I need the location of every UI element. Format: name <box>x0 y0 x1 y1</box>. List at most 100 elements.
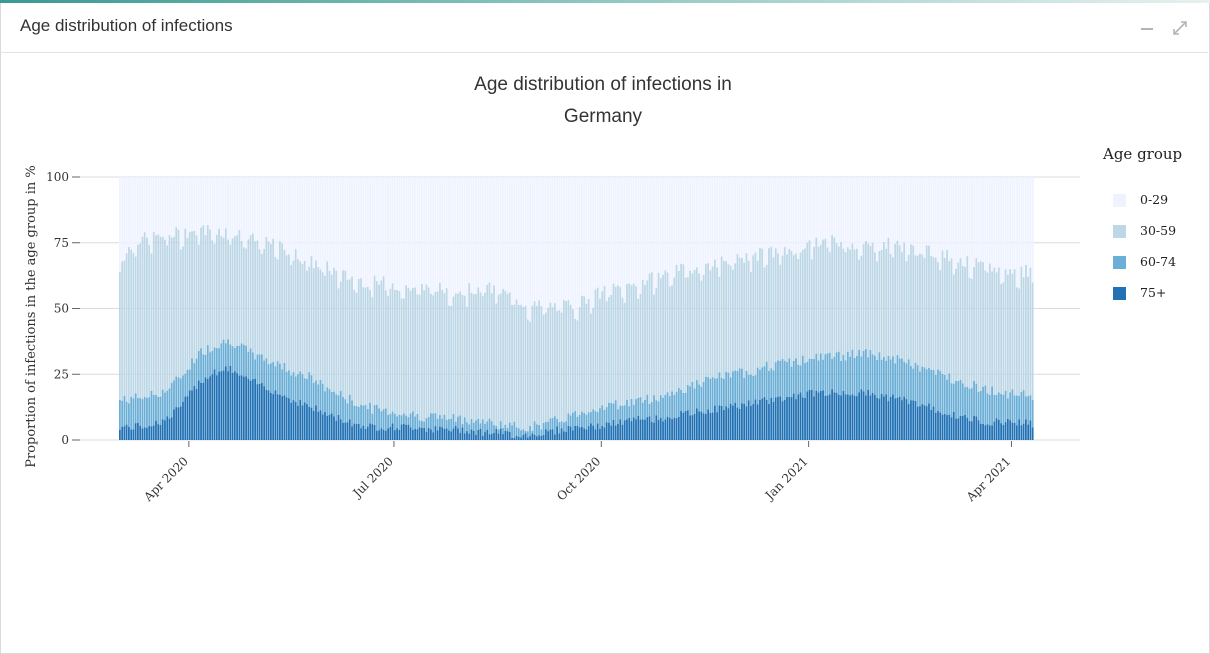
bar-segment-75+ <box>950 417 953 440</box>
bar-segment-30-59 <box>1013 269 1016 396</box>
bar-segment-60-74 <box>986 393 989 425</box>
bar-segment-0-29 <box>623 177 626 303</box>
bar-segment-60-74 <box>641 402 644 420</box>
bar-segment-75+ <box>675 418 678 440</box>
bar-segment-0-29 <box>910 177 912 245</box>
bar-segment-75+ <box>209 376 211 440</box>
minimize-button[interactable] <box>1138 19 1156 37</box>
bar-segment-30-59 <box>202 225 205 355</box>
bar-segment-0-29 <box>283 177 286 250</box>
bar-segment-30-59 <box>409 290 412 414</box>
bar-segment-30-59 <box>423 290 426 422</box>
bar-segment-60-74 <box>713 378 716 406</box>
bar-segment-30-59 <box>892 257 894 357</box>
bar-segment-30-59 <box>664 270 667 395</box>
bar-segment-75+ <box>732 405 734 440</box>
bar-segment-60-74 <box>659 395 662 418</box>
bar-segment-75+ <box>988 425 991 440</box>
bar-segment-75+ <box>964 414 966 440</box>
bar-segment-60-74 <box>657 401 660 421</box>
bar-segment-0-29 <box>150 177 153 254</box>
bar-segment-75+ <box>204 377 207 440</box>
bar-segment-60-74 <box>912 368 915 401</box>
bar-segment-75+ <box>224 366 227 440</box>
bar-segment-75+ <box>671 419 673 440</box>
bar-segment-60-74 <box>143 396 146 428</box>
bar-segment-60-74 <box>335 394 338 421</box>
bar-segment-60-74 <box>457 416 459 429</box>
legend-label: 0-29 <box>1140 192 1169 207</box>
bar-segment-30-59 <box>995 272 998 395</box>
bar-segment-60-74 <box>601 405 604 426</box>
bar-segment-60-74 <box>840 361 842 396</box>
bar-segment-30-59 <box>621 297 624 406</box>
bar-segment-30-59 <box>1029 267 1032 396</box>
bar-segment-0-29 <box>673 177 676 278</box>
bar-segment-60-74 <box>529 425 531 437</box>
bar-segment-0-29 <box>646 177 649 281</box>
bar-segment-75+ <box>862 391 865 440</box>
bar-segment-30-59 <box>770 246 773 369</box>
bar-segment-75+ <box>373 424 376 440</box>
bar-segment-60-74 <box>923 367 926 406</box>
bar-segment-75+ <box>786 396 788 440</box>
bar-segment-60-74 <box>707 377 710 410</box>
bar-segment-30-59 <box>743 262 746 378</box>
bar-segment-0-29 <box>738 177 741 258</box>
bar-segment-60-74 <box>371 413 374 425</box>
bar-segment-30-59 <box>639 293 642 398</box>
bar-segment-0-29 <box>517 177 520 305</box>
expand-button[interactable] <box>1171 19 1189 37</box>
bar-segment-75+ <box>238 375 241 440</box>
bar-segment-30-59 <box>324 275 326 392</box>
bar-segment-75+ <box>382 429 385 440</box>
bar-segment-60-74 <box>887 355 890 402</box>
bar-segment-75+ <box>934 412 937 440</box>
bar-segment-0-29 <box>490 177 493 294</box>
bar-segment-75+ <box>150 426 153 440</box>
bar-segment-60-74 <box>481 419 484 436</box>
bar-segment-0-29 <box>547 177 549 308</box>
bar-segment-0-29 <box>317 177 320 268</box>
bar-segment-0-29 <box>211 177 214 241</box>
bar-segment-0-29 <box>862 177 865 245</box>
bar-segment-0-29 <box>179 177 182 250</box>
bar-segment-75+ <box>402 423 405 440</box>
bar-segment-60-74 <box>885 360 888 395</box>
bar-segment-75+ <box>188 390 191 440</box>
bar-segment-0-29 <box>502 177 504 289</box>
bar-segment-0-29 <box>164 177 166 240</box>
bar-segment-60-74 <box>594 411 597 430</box>
bar-segment-75+ <box>691 415 694 440</box>
bar-segment-60-74 <box>427 416 430 428</box>
bar-segment-75+ <box>1006 418 1009 440</box>
bar-segment-30-59 <box>808 240 811 359</box>
bar-segment-75+ <box>200 382 202 440</box>
bar-segment-30-59 <box>682 264 685 393</box>
bar-segment-0-29 <box>763 177 766 268</box>
bar-segment-75+ <box>907 403 910 440</box>
bar-segment-75+ <box>592 425 595 440</box>
bar-segment-60-74 <box>975 383 978 417</box>
bar-segment-60-74 <box>270 363 272 394</box>
bar-segment-0-29 <box>351 177 353 277</box>
bar-segment-60-74 <box>941 374 944 415</box>
bar-segment-30-59 <box>123 260 126 396</box>
bar-segment-0-29 <box>188 177 191 232</box>
bar-segment-60-74 <box>632 405 635 418</box>
bar-segment-60-74 <box>373 405 376 425</box>
bar-segment-60-74 <box>653 395 655 423</box>
bar-segment-60-74 <box>384 408 387 431</box>
bar-segment-0-29 <box>335 177 338 271</box>
bar-segment-75+ <box>371 424 374 440</box>
bar-segment-30-59 <box>975 258 978 384</box>
bar-segment-30-59 <box>477 287 480 419</box>
bar-segment-30-59 <box>725 261 728 372</box>
bar-segment-30-59 <box>596 287 599 413</box>
bar-segment-75+ <box>668 417 671 440</box>
bar-segment-60-74 <box>549 418 552 430</box>
bar-segment-75+ <box>565 431 568 440</box>
bar-segment-75+ <box>817 392 820 440</box>
bar-segment-0-29 <box>224 177 227 229</box>
bar-segment-60-74 <box>123 395 126 427</box>
